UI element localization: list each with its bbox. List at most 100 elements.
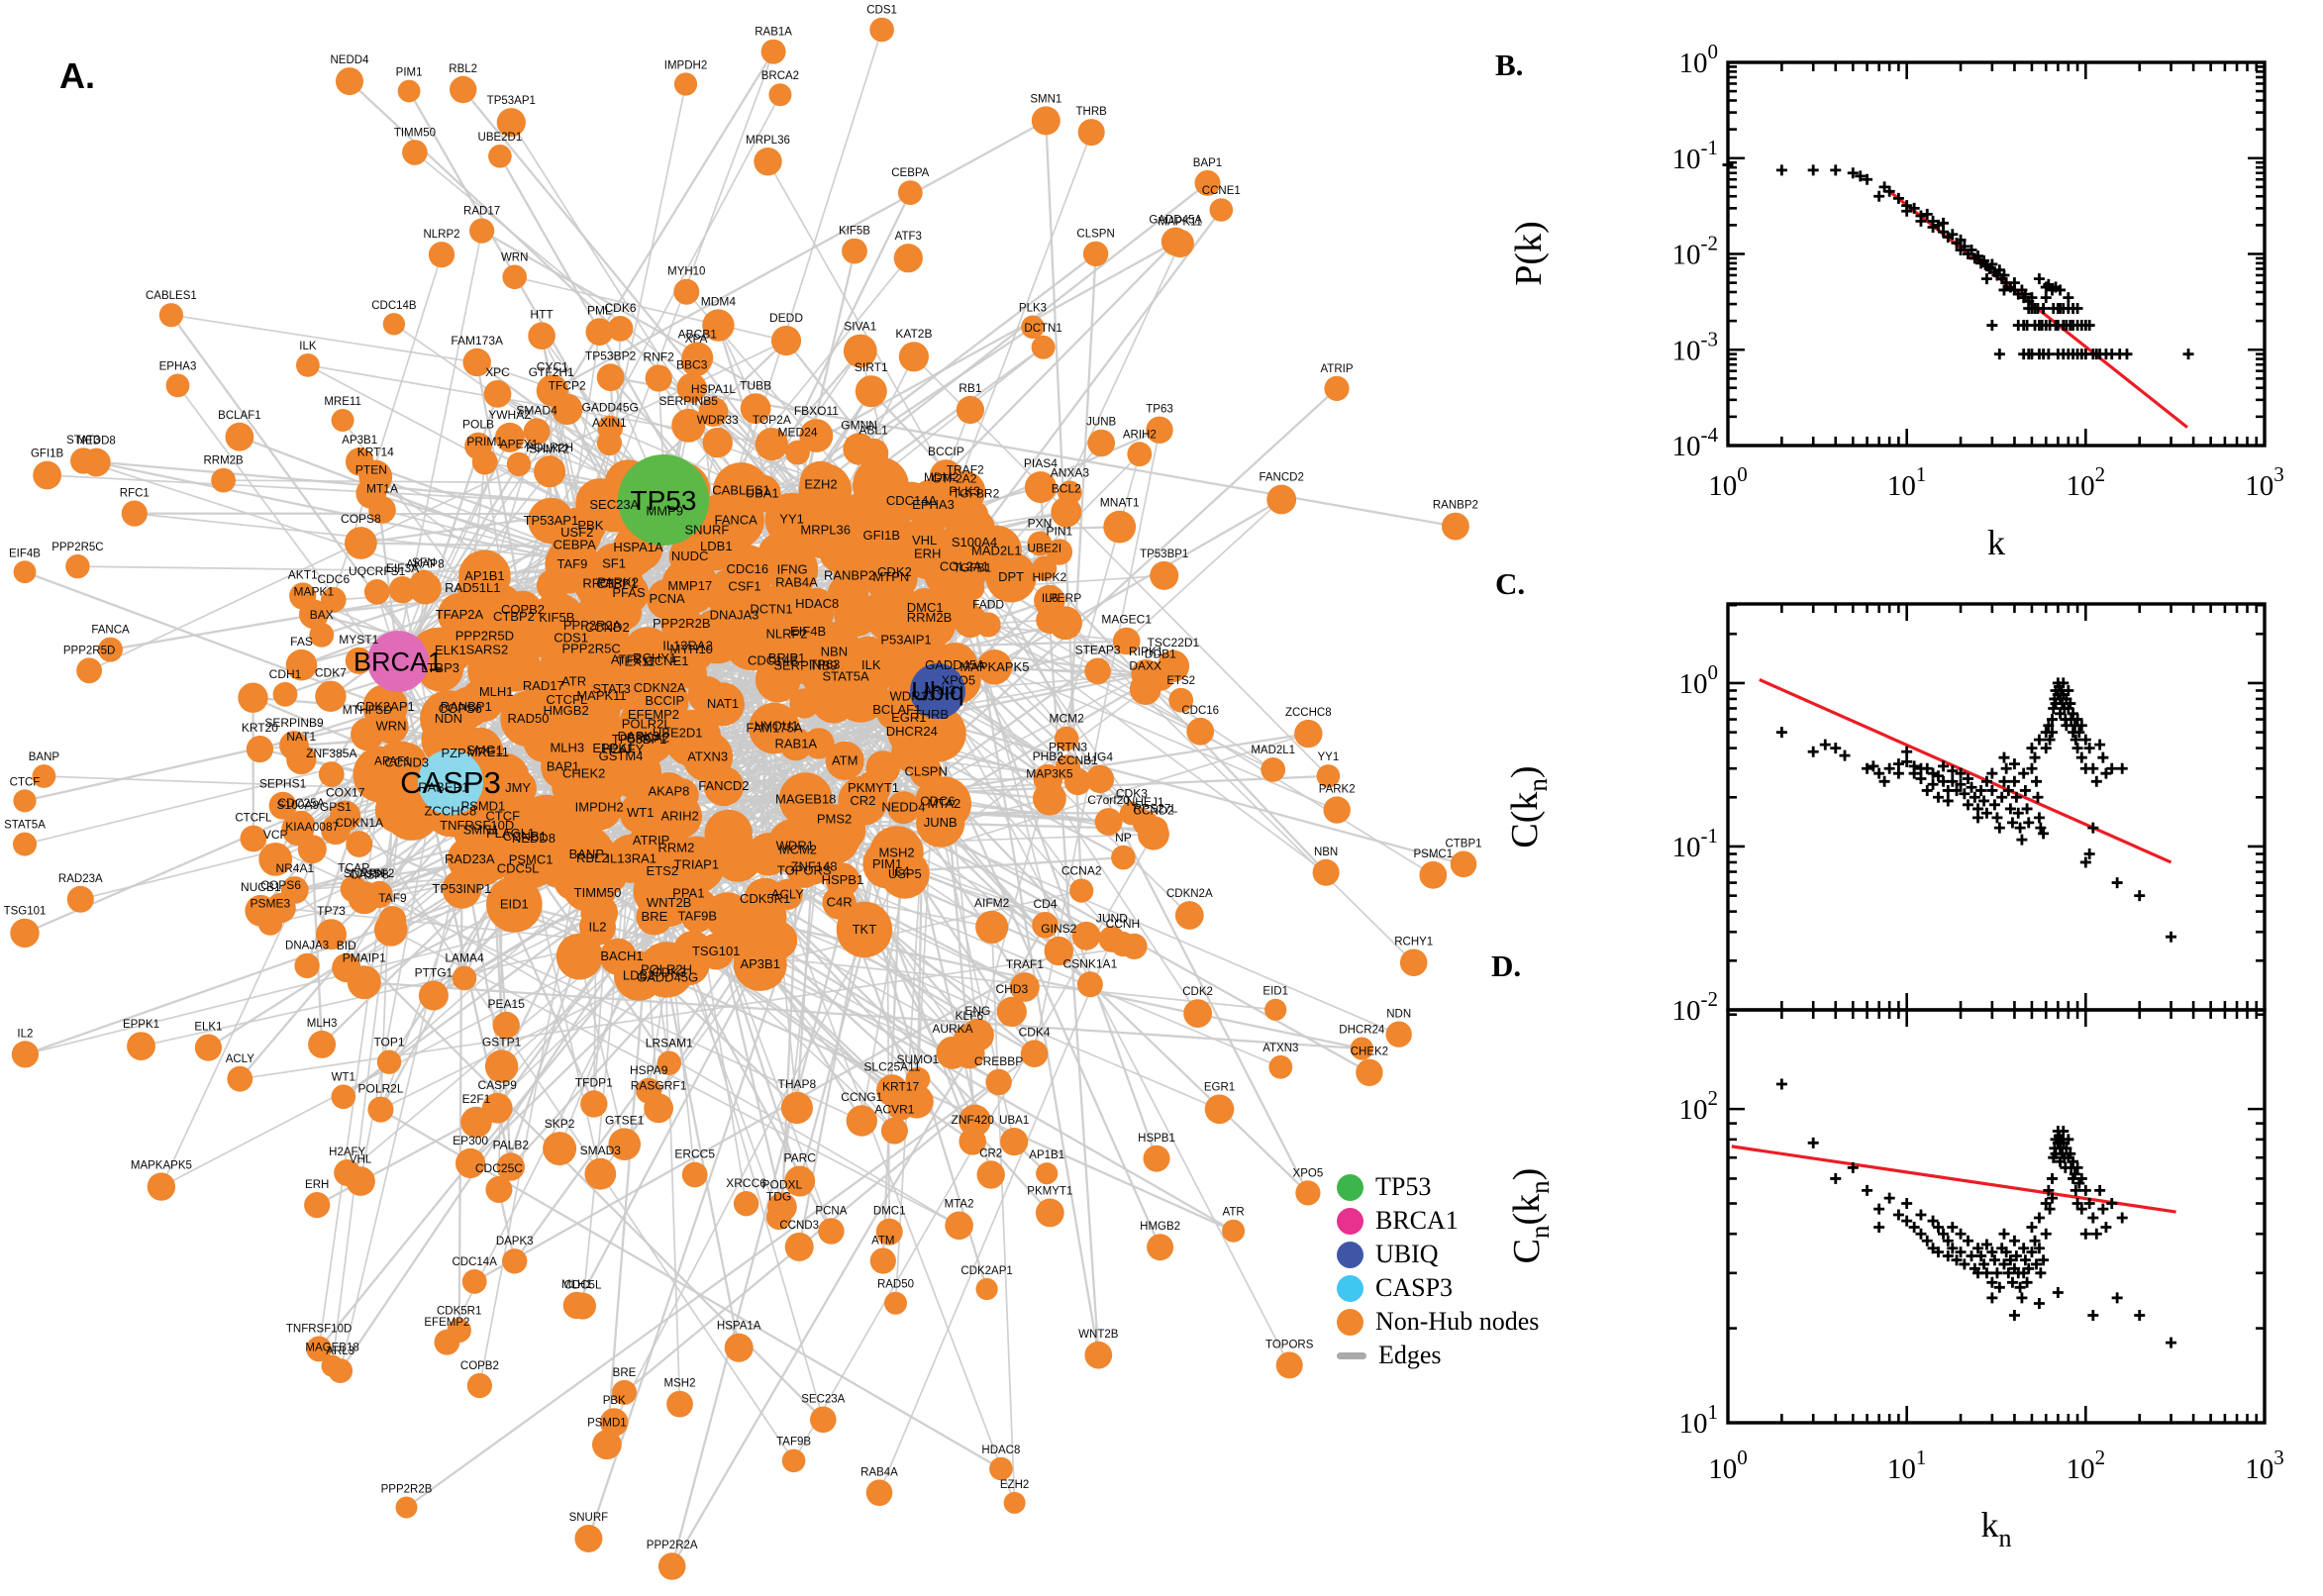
network-node[interactable] <box>258 843 293 876</box>
network-node[interactable] <box>1294 719 1323 748</box>
network-node[interactable] <box>462 348 491 377</box>
network-node[interactable] <box>388 576 417 604</box>
network-node[interactable] <box>706 567 761 622</box>
network-node[interactable] <box>1003 1491 1026 1514</box>
network-node[interactable] <box>740 393 771 424</box>
network-node[interactable] <box>702 427 733 458</box>
network-node[interactable] <box>884 1291 907 1315</box>
network-node[interactable] <box>659 618 716 674</box>
network-node[interactable] <box>780 1091 814 1125</box>
network-node[interactable] <box>724 614 781 671</box>
network-node[interactable] <box>666 1390 693 1418</box>
network-node[interactable] <box>309 622 335 648</box>
network-node[interactable] <box>913 528 947 561</box>
network-node[interactable] <box>1129 673 1162 705</box>
network-node[interactable] <box>238 682 268 713</box>
network-node[interactable] <box>321 587 347 613</box>
network-node[interactable] <box>1312 858 1340 886</box>
network-node[interactable] <box>880 1117 908 1145</box>
network-node[interactable] <box>580 718 626 762</box>
network-node[interactable] <box>438 593 481 637</box>
network-node[interactable] <box>1069 878 1094 903</box>
network-node[interactable] <box>33 460 61 490</box>
network-node[interactable] <box>538 380 564 406</box>
network-node[interactable] <box>1268 1054 1293 1079</box>
network-node[interactable] <box>376 768 409 801</box>
network-node[interactable] <box>455 1147 486 1178</box>
network-node[interactable] <box>1032 555 1058 581</box>
network-node[interactable] <box>1261 757 1286 782</box>
network-node[interactable] <box>451 691 481 722</box>
network-node[interactable] <box>755 428 788 461</box>
network-node[interactable] <box>1032 912 1059 939</box>
network-node[interactable] <box>502 264 527 290</box>
network-node[interactable] <box>855 375 887 408</box>
network-node[interactable] <box>315 680 347 712</box>
network-node[interactable] <box>724 1333 754 1362</box>
network-node[interactable] <box>976 649 1013 685</box>
network-node[interactable] <box>194 1034 222 1061</box>
network-node[interactable] <box>296 353 320 377</box>
network-node[interactable] <box>671 408 706 443</box>
network-node[interactable] <box>893 244 923 273</box>
network-node[interactable] <box>836 901 893 958</box>
network-node[interactable] <box>879 503 911 535</box>
network-node[interactable] <box>996 996 1027 1027</box>
network-node[interactable] <box>579 908 616 946</box>
network-node[interactable] <box>346 831 373 857</box>
network-node[interactable] <box>1222 1219 1246 1243</box>
network-node[interactable] <box>492 1011 520 1040</box>
network-node[interactable] <box>1183 999 1212 1028</box>
network-node[interactable] <box>484 1049 519 1083</box>
network-node[interactable] <box>488 145 512 168</box>
network-node[interactable] <box>246 736 273 763</box>
network-node[interactable] <box>485 1176 513 1203</box>
network-node[interactable] <box>1264 998 1287 1021</box>
network-node[interactable] <box>770 326 802 356</box>
network-node[interactable] <box>1119 801 1144 826</box>
network-node[interactable] <box>608 1128 641 1160</box>
network-node[interactable] <box>365 880 393 909</box>
network-node[interactable] <box>667 836 725 894</box>
network-node[interactable] <box>883 603 933 652</box>
network-node[interactable] <box>769 648 808 687</box>
network-node[interactable] <box>494 422 525 452</box>
network-node[interactable] <box>879 848 930 899</box>
network-node[interactable] <box>702 309 735 342</box>
network-node[interactable] <box>778 772 833 827</box>
network-node[interactable] <box>697 933 735 970</box>
network-node[interactable] <box>886 791 920 825</box>
network-node[interactable] <box>485 809 536 858</box>
network-node[interactable] <box>1027 531 1053 556</box>
network-node[interactable] <box>363 579 390 605</box>
hub-node-casp3[interactable] <box>418 749 483 815</box>
network-node[interactable] <box>127 1032 155 1060</box>
network-node[interactable] <box>607 834 656 883</box>
network-node[interactable] <box>1031 335 1056 359</box>
network-node[interactable] <box>799 419 834 452</box>
network-node[interactable] <box>1399 948 1428 977</box>
network-node[interactable] <box>853 456 909 514</box>
network-node[interactable] <box>121 500 148 527</box>
network-node[interactable] <box>698 396 729 427</box>
network-node[interactable] <box>687 675 726 714</box>
network-node[interactable] <box>428 242 455 268</box>
network-node[interactable] <box>1024 471 1057 504</box>
network-node[interactable] <box>378 906 407 934</box>
network-node[interactable] <box>1000 1128 1029 1156</box>
network-node[interactable] <box>345 527 377 559</box>
network-node[interactable] <box>402 140 428 165</box>
network-node[interactable] <box>796 501 855 559</box>
network-node[interactable] <box>846 1105 877 1137</box>
network-node[interactable] <box>864 550 918 604</box>
network-node[interactable] <box>321 815 351 846</box>
network-node[interactable] <box>876 1074 908 1107</box>
network-node[interactable] <box>523 721 564 762</box>
network-node[interactable] <box>450 75 477 104</box>
network-node[interactable] <box>1350 1037 1373 1060</box>
network-node[interactable] <box>945 1211 973 1241</box>
network-node[interactable] <box>608 572 650 614</box>
network-node[interactable] <box>766 818 823 874</box>
network-node[interactable] <box>331 409 354 432</box>
network-node[interactable] <box>1323 796 1351 824</box>
